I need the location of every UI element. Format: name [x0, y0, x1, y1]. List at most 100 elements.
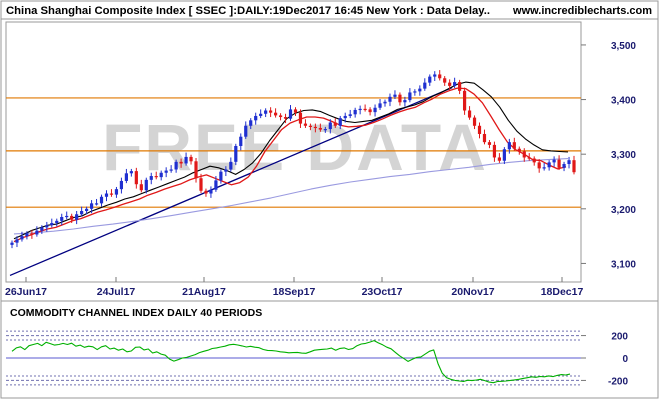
- candle-body: [259, 113, 263, 116]
- candle-body: [567, 160, 571, 165]
- candle-body: [149, 176, 153, 180]
- candle-body: [273, 112, 278, 116]
- candle-body: [303, 123, 308, 126]
- candle-body: [239, 136, 243, 146]
- cci-panel-title: COMMODITY CHANNEL INDEX DAILY 40 PERIODS: [10, 307, 262, 319]
- candle-body: [378, 103, 382, 108]
- candle-body: [179, 161, 183, 164]
- candle-body: [313, 126, 317, 129]
- candle-body: [398, 94, 402, 103]
- candle-body: [438, 74, 442, 79]
- candle-body: [164, 170, 168, 173]
- candle-body: [244, 125, 248, 137]
- candle-body: [189, 156, 193, 162]
- long-moving-average-line: [13, 158, 569, 235]
- candle-body: [199, 178, 203, 191]
- candle-body: [104, 193, 109, 197]
- candle-body: [89, 203, 94, 209]
- candle-body: [403, 100, 407, 103]
- candle-body: [129, 171, 133, 174]
- candle-body: [219, 171, 223, 181]
- candle-body: [453, 82, 457, 86]
- y-tick-label: 3,200: [611, 205, 636, 216]
- candle-body: [472, 117, 477, 126]
- candle-body: [562, 164, 566, 168]
- candle-body: [40, 227, 44, 231]
- candle-body: [572, 160, 576, 173]
- candle-body: [30, 233, 34, 235]
- candle-body: [293, 109, 298, 113]
- candle-body: [423, 82, 427, 89]
- candle-body: [368, 109, 372, 113]
- candle-body: [318, 127, 322, 130]
- candle-body: [159, 172, 163, 178]
- cci-y-axis: 200 0 -200: [581, 332, 628, 387]
- candle-body: [70, 215, 74, 220]
- x-tick-label: 24Jul17: [97, 286, 136, 298]
- candle-body: [209, 189, 213, 194]
- candle-body: [75, 214, 79, 220]
- candle-body: [502, 149, 506, 161]
- candle-body: [134, 171, 138, 185]
- candle-body: [358, 108, 362, 111]
- candle-body: [35, 230, 39, 235]
- candle-body: [492, 144, 497, 158]
- candle-body: [229, 161, 233, 170]
- candle-body: [25, 233, 29, 237]
- candle-body: [264, 110, 268, 114]
- candle-body: [542, 167, 546, 169]
- site-label[interactable]: www.incrediblecharts.com: [512, 5, 652, 17]
- candle-body: [507, 142, 511, 150]
- x-tick-label: 26Jun17: [5, 286, 47, 298]
- candle-body: [343, 115, 347, 119]
- candle-body: [254, 115, 258, 121]
- slow-moving-average-line: [13, 87, 567, 243]
- x-tick-label: 18Sep17: [273, 286, 316, 298]
- candle-body: [333, 122, 337, 126]
- candle-body: [269, 110, 273, 113]
- candle-body: [184, 156, 188, 164]
- chart-title: China Shanghai Composite Index [ SSEC ]:…: [6, 5, 490, 17]
- candle-body: [119, 180, 124, 190]
- y-tick-label: 3,500: [611, 41, 636, 52]
- candle-body: [527, 157, 531, 159]
- candle-body: [278, 115, 283, 118]
- candle-body: [80, 210, 84, 215]
- candle-body: [532, 158, 536, 163]
- candle-body: [214, 180, 218, 190]
- candle-body: [487, 142, 492, 145]
- candle-body: [467, 110, 472, 118]
- candle-body: [408, 92, 412, 101]
- candle-body: [512, 142, 516, 149]
- candle-body: [413, 91, 417, 93]
- candle-body: [99, 196, 104, 204]
- candle-body: [60, 217, 64, 221]
- candle-body: [224, 169, 228, 172]
- candle-body: [204, 190, 208, 194]
- candle-body: [194, 161, 198, 179]
- cci-y-tick-label: 0: [622, 354, 628, 365]
- candle-body: [522, 151, 526, 158]
- candle-body: [154, 176, 158, 178]
- candle-body: [497, 157, 501, 161]
- cci-y-tick-label: -200: [608, 376, 628, 387]
- candle-body: [50, 223, 54, 226]
- candle-body: [477, 125, 482, 134]
- candle-body: [388, 96, 392, 102]
- y-tick-label: 3,400: [611, 96, 636, 107]
- candle-body: [234, 145, 238, 162]
- cci-line: [11, 340, 571, 384]
- candle-body: [428, 76, 432, 83]
- candle-body: [482, 133, 487, 143]
- candle-body: [298, 112, 303, 124]
- candle-body: [283, 117, 288, 119]
- candle-body: [537, 162, 541, 169]
- y-tick-label: 3,300: [611, 150, 636, 161]
- x-tick-label: 18Dec17: [541, 286, 584, 298]
- candle-body: [458, 82, 462, 91]
- y-tick-label: 3,100: [611, 259, 636, 270]
- x-tick-label: 20Nov17: [451, 286, 494, 298]
- candle-body: [353, 109, 357, 115]
